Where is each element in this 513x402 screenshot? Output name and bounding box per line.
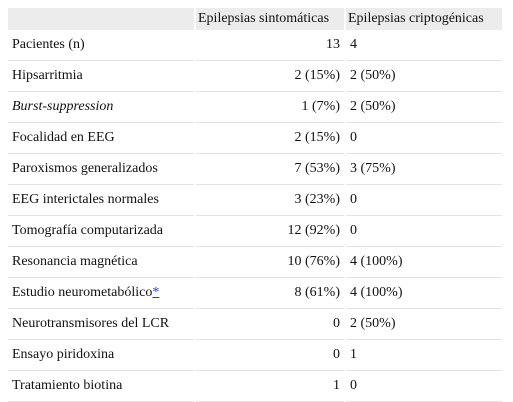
cell-value: 2 (50%) xyxy=(350,99,396,114)
table-row: Estudio neurometabólico* 8 (61%) 4 (100%) xyxy=(8,278,502,309)
cell-value: 0 xyxy=(350,130,357,145)
cell-value: 10 (76%) xyxy=(287,254,341,269)
header-cell: Epilepsias sintomáticas xyxy=(196,8,344,30)
table-cell: 2 (15%) xyxy=(196,61,344,92)
table-cell: 0 xyxy=(346,123,502,154)
header-row: Epilepsias sintomáticas Epilepsias cript… xyxy=(8,8,502,30)
table-row: Tratamiento biotina 1 0 xyxy=(8,371,502,402)
table-row: Pacientes (n) 13 4 xyxy=(8,30,502,61)
header-cell: Epilepsias criptogénicas xyxy=(346,8,502,30)
table-row: Neurotransmisores del LCR 0 2 (50%) xyxy=(8,309,502,340)
cell-value: 12 (92%) xyxy=(287,223,341,238)
table-row: Focalidad en EEG 2 (15%) 0 xyxy=(8,123,502,154)
cell-value: 0 xyxy=(333,316,340,331)
table-cell: Tomografía computarizada xyxy=(8,216,194,247)
row-label: Tratamiento biotina xyxy=(12,378,123,393)
cell-value: 4 (100%) xyxy=(350,285,403,300)
table-row: Paroxismos generalizados 7 (53%) 3 (75%) xyxy=(8,154,502,185)
table-cell: 0 xyxy=(196,309,344,340)
table-cell: 2 (50%) xyxy=(346,309,502,340)
row-label: EEG interictales normales xyxy=(12,192,159,207)
cell-value: 1 (7%) xyxy=(301,99,341,114)
row-label: Resonancia magnética xyxy=(12,254,138,269)
cell-value: 2 (15%) xyxy=(294,130,341,145)
table-cell: Hipsarritmia xyxy=(8,61,194,92)
table-body: Pacientes (n) 13 4 Hipsarritmia 2 (15%) 2 (50… xyxy=(8,30,502,402)
table-row: Tomografía computarizada 12 (92%) 0 xyxy=(8,216,502,247)
cell-value: 2 (50%) xyxy=(350,316,396,331)
cell-value: 3 (75%) xyxy=(350,161,396,176)
table-row: Ensayo piridoxina 0 1 xyxy=(8,340,502,371)
table-cell: 7 (53%) xyxy=(196,154,344,185)
table-row: EEG interictales normales 3 (23%) 0 xyxy=(8,185,502,216)
cell-value: 13 xyxy=(326,37,340,52)
table-cell: Tratamiento biotina xyxy=(8,371,194,402)
table-cell: EEG interictales normales xyxy=(8,185,194,216)
row-label: Burst-suppression xyxy=(12,99,114,114)
cell-value: 2 (15%) xyxy=(294,68,341,83)
footnote-link[interactable]: * xyxy=(152,285,160,300)
table-cell: 3 (23%) xyxy=(196,185,344,216)
table-cell: 4 (100%) xyxy=(346,278,502,309)
cell-value: 0 xyxy=(350,223,357,238)
row-label: Pacientes (n) xyxy=(12,37,85,52)
data-table: Epilepsias sintomáticas Epilepsias cript… xyxy=(6,8,504,402)
table-cell: 0 xyxy=(196,340,344,371)
table-cell: Paroxismos generalizados xyxy=(8,154,194,185)
table-cell: 8 (61%) xyxy=(196,278,344,309)
table-row: Resonancia magnética 10 (76%) 4 (100%) xyxy=(8,247,502,278)
cell-value: 4 xyxy=(350,37,357,52)
cell-value: 4 (100%) xyxy=(350,254,403,269)
table-cell: 0 xyxy=(346,216,502,247)
cell-value: 8 (61%) xyxy=(294,285,341,300)
table-cell: Resonancia magnética xyxy=(8,247,194,278)
table-cell: 13 xyxy=(196,30,344,61)
table-cell: Pacientes (n) xyxy=(8,30,194,61)
cell-value: 2 (50%) xyxy=(350,68,396,83)
table-cell: 2 (50%) xyxy=(346,61,502,92)
row-label: Hipsarritmia xyxy=(12,68,83,83)
table-row: Burst-suppression 1 (7%) 2 (50%) xyxy=(8,92,502,123)
row-label: Neurotransmisores del LCR xyxy=(12,316,170,331)
cell-value: 0 xyxy=(333,347,340,362)
row-label: Ensayo piridoxina xyxy=(12,347,115,362)
table-cell: 12 (92%) xyxy=(196,216,344,247)
cell-value: 1 xyxy=(350,347,357,362)
table-cell: Burst-suppression xyxy=(8,92,194,123)
cell-value: 0 xyxy=(350,378,357,393)
cell-value: 1 xyxy=(333,378,340,393)
cell-value: 0 xyxy=(350,192,357,207)
table-cell: Estudio neurometabólico* xyxy=(8,278,194,309)
table-cell: 0 xyxy=(346,371,502,402)
table-row: Hipsarritmia 2 (15%) 2 (50%) xyxy=(8,61,502,92)
table-cell: 1 xyxy=(346,340,502,371)
table-cell: 1 (7%) xyxy=(196,92,344,123)
table-cell: Neurotransmisores del LCR xyxy=(8,309,194,340)
cell-value: 3 (23%) xyxy=(294,192,341,207)
table-cell: 10 (76%) xyxy=(196,247,344,278)
row-label: Paroxismos generalizados xyxy=(12,161,158,176)
header-cell xyxy=(8,8,194,30)
table-cell: Focalidad en EEG xyxy=(8,123,194,154)
table-cell: 1 xyxy=(196,371,344,402)
cell-value: 7 (53%) xyxy=(294,161,341,176)
table-cell: 4 (100%) xyxy=(346,247,502,278)
row-label: Focalidad en EEG xyxy=(12,130,115,145)
row-label: Estudio neurometabólico xyxy=(12,285,153,300)
table-cell: 3 (75%) xyxy=(346,154,502,185)
table-cell: 2 (15%) xyxy=(196,123,344,154)
table-cell: 0 xyxy=(346,185,502,216)
table-cell: 4 xyxy=(346,30,502,61)
table-cell: Ensayo piridoxina xyxy=(8,340,194,371)
row-label: Tomografía computarizada xyxy=(12,223,164,238)
table-cell: 2 (50%) xyxy=(346,92,502,123)
